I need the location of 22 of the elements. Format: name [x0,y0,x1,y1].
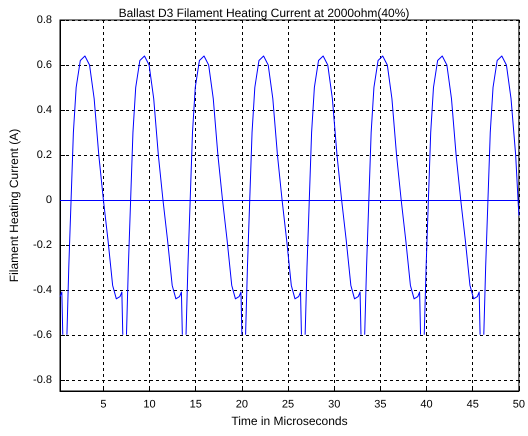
x-tick-label: 35 [374,398,387,410]
y-axis-title: Filament Heating Current (A) [7,128,21,282]
y-tick-label: 0.8 [36,14,52,26]
y-tick-label: -0.4 [33,284,52,296]
x-tick-label: 50 [512,398,526,410]
y-tick-label: 0.6 [36,58,52,71]
x-tick-label: 25 [282,398,294,410]
x-tick-label: 40 [420,398,433,410]
y-tick-label: 0.4 [36,104,52,116]
y-tick-label: 0 [46,194,52,206]
chart-title: Ballast D3 Filament Heating Current at 2000ohm(40%) [118,6,410,20]
x-tick-label: 15 [190,398,202,410]
x-tick-label: 30 [328,398,340,410]
x-tick-label: 45 [466,398,479,410]
x-tick-label: 5 [100,398,106,410]
y-tick-label: -0.6 [33,328,52,341]
y-tick-label: 0.2 [36,148,52,161]
x-axis-title: Time in Microseconds [231,414,348,428]
x-tick-label: 20 [236,398,248,410]
x-tick-label: 10 [143,398,156,410]
y-tick-label: -0.8 [33,374,52,386]
y-tick-label: -0.2 [33,238,52,251]
